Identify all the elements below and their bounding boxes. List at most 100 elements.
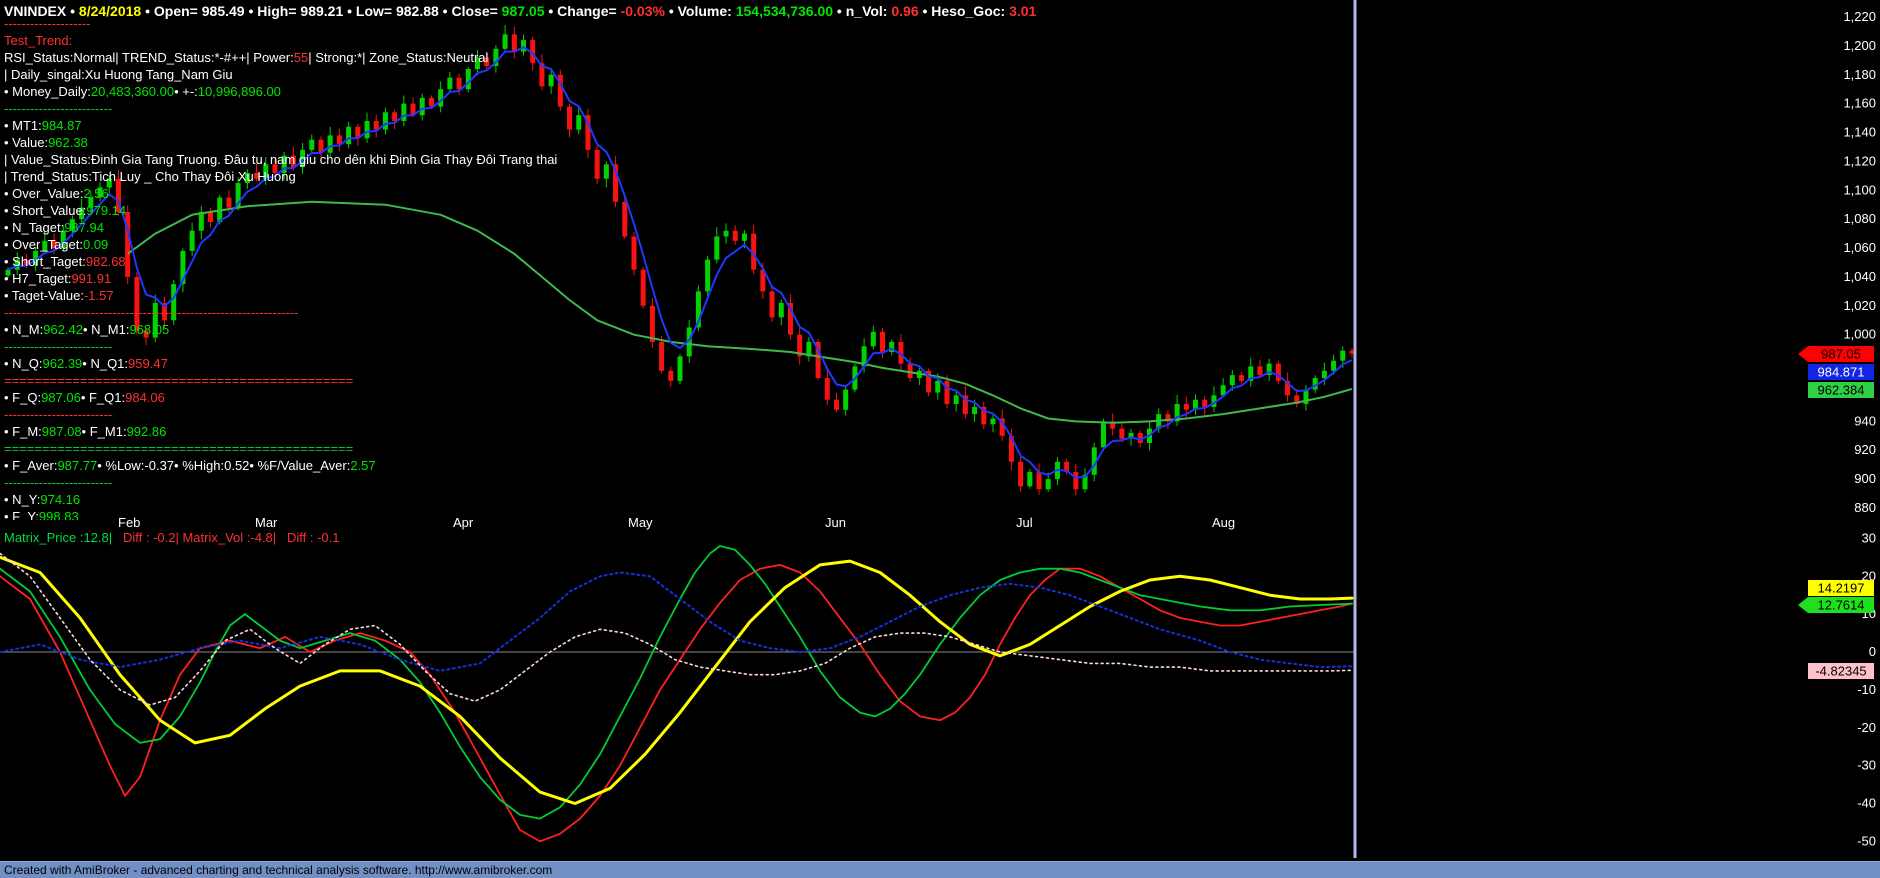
candle-body <box>447 77 453 90</box>
overlay-line: • Short_Taget:982.68 <box>4 253 557 270</box>
price-axis-label: 940 <box>1854 413 1876 428</box>
overlay-segment: 987.94 <box>64 220 104 235</box>
overlay-segment: 982.68 <box>85 254 126 269</box>
matrix-series-matrix_price_signal2 <box>0 545 1353 820</box>
overlay-segment: ------------------------- <box>4 407 113 422</box>
overlay-segment: | Daily_singal:Xu Huong Tang_Nam Giu <box>4 67 233 82</box>
candle-body <box>1137 432 1143 444</box>
overlay-segment: 987.06 <box>41 390 81 405</box>
price-axis-label: 1,020 <box>1843 298 1876 313</box>
overlay-line: • F_Aver:987.77• %Low:-0.37• %High:0.52•… <box>4 457 557 474</box>
candle-body <box>695 291 701 328</box>
candle-body <box>456 77 462 90</box>
overlay-segment: • F_M: <box>4 424 42 439</box>
header-segment: • Volume: <box>664 3 736 19</box>
candle-body <box>1082 474 1088 490</box>
price-axis-label: 1,040 <box>1843 269 1876 284</box>
header-segment: 0.96 <box>891 3 919 19</box>
overlay-line: Test_Trend: <box>4 32 557 49</box>
overlay-segment: 984.87 <box>41 118 82 133</box>
overlay-line: • N_M:962.42• N_M1:968.05 <box>4 321 557 338</box>
overlay-segment: 20,483,360.00 <box>90 84 175 99</box>
candle-body <box>659 341 665 371</box>
overlay-segment: ------------------------- <box>4 475 113 490</box>
overlay-segment: • F_Q: <box>4 390 42 405</box>
candle-body <box>880 331 886 353</box>
matrix-axis-label: -10 <box>1857 682 1876 697</box>
price-axis-label: 920 <box>1854 442 1876 457</box>
indicator-text-block: -------------------- Test_Trend: RSI_Statu… <box>4 15 557 520</box>
candle-body <box>861 346 867 367</box>
matrix-tag <box>1808 597 1874 613</box>
overlay-segment: • %Low:-0.37• %High:0.52• %F/Value_Aver: <box>97 458 351 473</box>
overlay-segment: -1.57 <box>83 288 114 303</box>
month-label: Feb <box>118 515 140 530</box>
price-axis-label: 1,000 <box>1843 327 1876 342</box>
candle-body <box>5 269 11 276</box>
overlay-segment: 991.91 <box>71 271 112 286</box>
header-segment: • n_Vol: <box>833 3 892 19</box>
overlay-segment: 987.08 <box>41 424 82 439</box>
candle-body <box>290 155 296 168</box>
price-axis-label: 1,220 <box>1843 9 1876 24</box>
candle-body <box>631 236 637 270</box>
overlay-segment: • N_Q: <box>4 356 43 371</box>
overlay-line: • F_Y:998.83 <box>4 508 557 520</box>
matrix-axis-label: 30 <box>1862 530 1876 545</box>
overlay-segment: • F_Aver: <box>4 458 58 473</box>
header-segment: 154,534,736.00 <box>735 3 834 19</box>
price-axis-label: 900 <box>1854 471 1876 486</box>
matrix-axis-label: -20 <box>1857 720 1876 735</box>
candle-body <box>309 139 315 150</box>
header-segment: • Open= 985.49 • High= 989.21 • Low= 982… <box>141 3 502 19</box>
price-axis-label: 1,080 <box>1843 211 1876 226</box>
overlay-line: • N_Y:974.16 <box>4 491 557 508</box>
ma-long-line <box>127 200 1353 424</box>
overlay-line: • Over_Taget:0.09 <box>4 236 557 253</box>
overlay-line: | Daily_singal:Xu Huong Tang_Nam Giu <box>4 66 557 83</box>
matrix-tag-arrow-icon <box>1798 597 1808 613</box>
overlay-segment: 998.83 <box>38 509 79 520</box>
candle-body <box>23 259 29 266</box>
overlay-line: • F_M:987.08• F_M1:992.86 <box>4 423 557 440</box>
matrix-axis-label: -50 <box>1857 833 1876 848</box>
overlay-line: RSI_Status:Normal| TREND_Status:*-#++| P… <box>4 49 557 66</box>
matrix-series-matrix_vol <box>0 552 1353 706</box>
candle-body <box>889 341 895 353</box>
overlay-segment: | Strong:*| Zone_Status:Neutral <box>308 50 489 65</box>
overlay-line: • Short_Value:979.14 <box>4 202 557 219</box>
candle-body <box>1128 432 1134 439</box>
candle-body <box>1202 399 1208 407</box>
overlay-segment: 968.05 <box>129 322 170 337</box>
overlay-segment: 962.38 <box>48 135 88 150</box>
candle-body <box>999 418 1005 436</box>
candle-body <box>336 135 342 145</box>
candle-body <box>42 240 48 251</box>
candle-body <box>668 370 674 381</box>
overlay-segment: • N_Q1: <box>82 356 129 371</box>
candle-body <box>410 103 416 116</box>
overlay-segment: 992.86 <box>126 424 167 439</box>
matrix-tag-text: 12.7614 <box>1818 598 1865 613</box>
overlay-segment: • N_Y: <box>4 492 41 507</box>
candle-body <box>355 126 361 139</box>
candle-body <box>824 378 830 400</box>
candle-body <box>778 302 784 318</box>
candle-body <box>898 341 904 364</box>
overlay-segment: • Value: <box>4 135 49 150</box>
header-segment: • <box>70 3 79 19</box>
matrix-title-segment: Diff : -0.1 <box>276 530 340 545</box>
overlay-segment: ========================================… <box>4 441 354 456</box>
overlay-segment: ----------------------------------------… <box>4 305 299 320</box>
overlay-segment: RSI_Status:Normal| TREND_Status:*-#++| P… <box>4 50 294 65</box>
candle-body <box>244 172 250 184</box>
candle-body <box>1045 479 1051 490</box>
candle-body <box>1220 385 1226 396</box>
candle-body <box>226 197 232 208</box>
candle-body <box>567 106 573 130</box>
overlay-line: • Over_Value:2.56 <box>4 185 557 202</box>
candle-body <box>751 233 757 270</box>
overlay-line: • H7_Taget:991.91 <box>4 270 557 287</box>
matrix-tag-text: -4.82345 <box>1815 664 1866 679</box>
